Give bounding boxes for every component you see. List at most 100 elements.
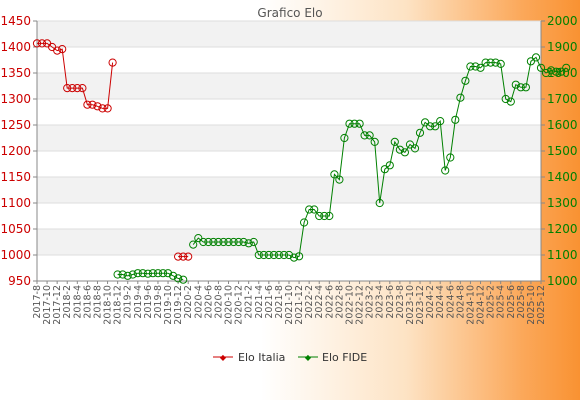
data-point: [340, 133, 349, 143]
grid-band: [37, 99, 541, 125]
x-tick-label: 2018-8: [92, 285, 103, 319]
x-tick-label: 2022-2: [304, 285, 315, 319]
y-left-tick-label: 1350: [0, 66, 31, 80]
data-point: [269, 250, 278, 260]
plot-area: 950 1000 1050 1100 1150 1200 1250 1300 1350 1400 1…: [0, 14, 577, 325]
data-point: [557, 67, 566, 76]
data-point: [541, 68, 551, 78]
data-point: [385, 161, 394, 170]
data-point: [330, 170, 339, 179]
x-tick-label: 2017-8: [32, 285, 43, 319]
data-point: [380, 165, 389, 174]
legend: ◆ Elo Italia ◆ Elo FIDE: [213, 351, 367, 364]
x-tick-label: 2024-10: [465, 285, 476, 325]
data-point: [370, 137, 379, 146]
x-tick-label: 2023-4: [375, 285, 386, 319]
data-point: [234, 237, 243, 247]
grid-band: [37, 47, 541, 73]
data-point: [350, 119, 359, 128]
grid-band: [37, 21, 541, 47]
data-point: [148, 269, 157, 278]
data-point: [143, 269, 152, 278]
x-tick-label: 2024-4: [435, 285, 446, 319]
data-point: [264, 250, 273, 260]
data-point: [63, 84, 72, 93]
data-point: [305, 205, 314, 214]
data-point: [310, 205, 319, 214]
data-point: [441, 166, 450, 175]
x-tick-label: 2024-6: [445, 285, 456, 319]
x-tick-label: 2020-8: [213, 285, 224, 319]
x-tick-label: 2024-12: [476, 285, 487, 325]
x-tick-label: 2023-10: [405, 285, 416, 325]
y-right-tick-label: 2000: [547, 14, 578, 28]
y-right-tick-label: 1100: [547, 248, 578, 262]
data-point: [562, 63, 571, 72]
x-tick-label: 2018-10: [103, 285, 114, 325]
data-point: [466, 62, 475, 71]
legend-item-italia[interactable]: ◆ Elo Italia: [213, 351, 285, 364]
x-tick-label: 2025-10: [526, 285, 537, 325]
data-point: [103, 104, 112, 113]
y-right-tick-label: 1000: [547, 274, 578, 288]
x-tick-label: 2018-12: [113, 285, 124, 325]
data-point: [88, 100, 97, 109]
data-point: [375, 198, 384, 208]
data-point: [174, 274, 183, 283]
data-point: [224, 237, 233, 247]
data-point: [295, 252, 304, 261]
data-point: [547, 66, 556, 75]
grid-band: [37, 73, 541, 99]
legend-item-fide[interactable]: ◆ Elo FIDE: [298, 351, 367, 364]
data-point: [194, 234, 203, 243]
data-point: [365, 131, 374, 140]
data-point: [521, 83, 531, 92]
y-left-tick-label: 1150: [0, 170, 31, 184]
y-left-tick-label: 1000: [0, 248, 31, 262]
x-tick-label: 2021-4: [254, 285, 265, 319]
data-point: [128, 270, 137, 279]
data-point: [516, 83, 525, 92]
data-point: [274, 250, 283, 260]
data-point: [481, 58, 490, 67]
data-point: [189, 240, 198, 249]
data-point: [199, 237, 208, 247]
x-tick-label: 2021-6: [264, 285, 275, 319]
data-point: [153, 269, 163, 278]
data-point: [209, 237, 218, 247]
data-point: [300, 218, 309, 227]
x-tick-label: 2025-6: [506, 285, 517, 319]
x-tick-label: 2019-2: [123, 285, 134, 319]
data-point: [405, 140, 415, 149]
series-line: [117, 272, 184, 281]
grid-band: [37, 177, 541, 203]
data-point: [325, 211, 334, 221]
y-left-tick-label: 1450: [0, 14, 31, 28]
x-tick-label: 2021-8: [274, 285, 285, 319]
data-point: [471, 62, 480, 71]
data-point: [174, 252, 183, 261]
data-point: [108, 58, 117, 67]
y-right-tick-label: 1300: [547, 196, 578, 210]
x-tick-label: 2023-6: [385, 285, 396, 319]
data-point: [244, 239, 253, 248]
data-point: [179, 275, 188, 284]
x-tick-label: 2023-12: [415, 285, 426, 325]
data-point: [53, 46, 62, 55]
x-tick-label: 2018-6: [82, 285, 93, 319]
series-line: [192, 56, 567, 259]
grid-band: [37, 151, 541, 177]
data-point: [138, 269, 147, 278]
data-point: [73, 84, 82, 93]
y-left-tick-label: 1100: [0, 196, 31, 210]
x-tick-label: 2023-2: [365, 285, 376, 319]
x-tick-label: 2020-6: [203, 285, 214, 319]
y-left-tick-label: 1300: [0, 92, 31, 106]
data-point: [511, 80, 520, 89]
data-point: [118, 270, 127, 279]
data-point: [32, 39, 42, 48]
data-point: [335, 175, 344, 184]
data-point: [456, 93, 465, 102]
x-tick-label: 2019-6: [143, 285, 154, 319]
data-point: [179, 252, 188, 261]
